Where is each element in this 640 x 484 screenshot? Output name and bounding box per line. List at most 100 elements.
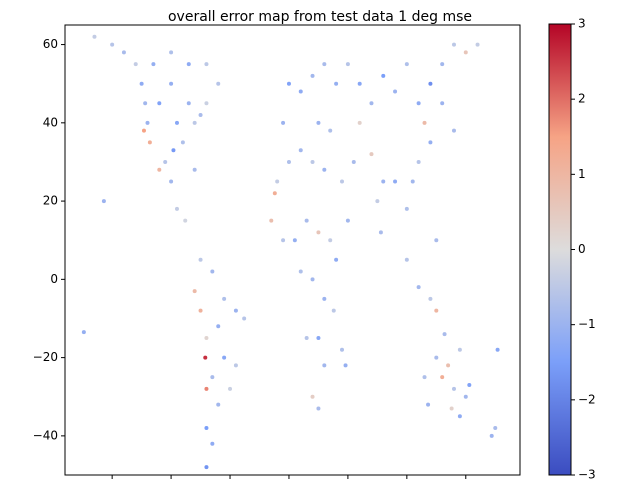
point bbox=[343, 363, 348, 368]
point bbox=[204, 336, 209, 341]
point bbox=[304, 218, 309, 223]
point bbox=[174, 120, 179, 125]
point bbox=[233, 363, 238, 368]
point bbox=[81, 330, 86, 335]
point bbox=[322, 296, 327, 301]
point bbox=[174, 206, 179, 211]
colorbar-tick-label: 0 bbox=[578, 242, 586, 256]
point bbox=[442, 332, 447, 337]
point bbox=[298, 89, 303, 94]
point bbox=[147, 140, 152, 145]
point bbox=[316, 120, 321, 125]
point bbox=[422, 375, 427, 380]
point bbox=[451, 42, 456, 47]
point bbox=[121, 50, 126, 55]
point bbox=[101, 199, 106, 204]
point bbox=[141, 128, 146, 133]
point bbox=[151, 62, 156, 67]
point bbox=[357, 81, 362, 86]
point bbox=[369, 152, 374, 157]
point bbox=[328, 238, 333, 243]
point bbox=[145, 120, 150, 125]
colorbar-tick-label: −2 bbox=[578, 392, 596, 406]
point bbox=[169, 50, 174, 55]
point bbox=[463, 50, 468, 55]
point bbox=[416, 101, 421, 106]
point bbox=[457, 347, 462, 352]
point bbox=[198, 308, 203, 313]
point bbox=[340, 347, 345, 352]
point bbox=[216, 81, 221, 86]
point bbox=[210, 269, 215, 274]
point bbox=[440, 62, 445, 67]
point bbox=[451, 386, 456, 391]
point bbox=[292, 238, 297, 243]
point bbox=[216, 324, 221, 329]
colorbar-tick-label: 1 bbox=[578, 167, 586, 181]
colorbar-tick-label: 2 bbox=[578, 92, 586, 106]
point bbox=[422, 120, 427, 125]
point bbox=[281, 120, 286, 125]
point bbox=[269, 218, 274, 223]
point bbox=[322, 167, 327, 172]
point bbox=[186, 101, 191, 106]
point bbox=[440, 375, 445, 380]
point bbox=[204, 62, 209, 67]
point bbox=[449, 406, 454, 411]
point bbox=[198, 257, 203, 262]
point bbox=[310, 159, 315, 164]
point bbox=[281, 238, 286, 243]
point bbox=[186, 62, 191, 67]
point bbox=[434, 308, 439, 313]
y-tick-label: −40 bbox=[33, 428, 58, 442]
point bbox=[204, 465, 209, 470]
point bbox=[446, 363, 451, 368]
point bbox=[157, 101, 162, 106]
point bbox=[434, 355, 439, 360]
point bbox=[434, 238, 439, 243]
point bbox=[180, 140, 185, 145]
point bbox=[340, 179, 345, 184]
point bbox=[216, 402, 221, 407]
point bbox=[298, 148, 303, 153]
colorbar-tick-label: 3 bbox=[578, 17, 586, 31]
point bbox=[328, 128, 333, 133]
point bbox=[334, 81, 339, 86]
point bbox=[493, 426, 498, 431]
y-tick-label: 20 bbox=[43, 194, 58, 208]
point bbox=[369, 101, 374, 106]
point bbox=[463, 394, 468, 399]
point bbox=[322, 363, 327, 368]
point bbox=[233, 308, 238, 313]
point bbox=[92, 34, 97, 39]
point bbox=[345, 62, 350, 67]
colorbar-tick-label: −3 bbox=[578, 468, 596, 481]
point bbox=[286, 159, 291, 164]
point bbox=[228, 386, 233, 391]
point bbox=[204, 101, 209, 106]
point bbox=[404, 206, 409, 211]
point bbox=[203, 355, 208, 360]
point bbox=[428, 296, 433, 301]
point bbox=[404, 62, 409, 67]
point bbox=[416, 285, 421, 290]
point bbox=[192, 289, 197, 294]
point bbox=[428, 140, 433, 145]
point bbox=[169, 179, 174, 184]
point bbox=[204, 386, 209, 391]
point bbox=[171, 148, 176, 153]
y-tick-label: 40 bbox=[43, 115, 58, 129]
plot-frame bbox=[64, 24, 521, 476]
point bbox=[192, 167, 197, 172]
y-tick-label: −20 bbox=[33, 350, 58, 364]
point bbox=[375, 199, 380, 204]
point bbox=[304, 336, 309, 341]
point bbox=[163, 159, 168, 164]
chart-title: overall error map from test data 1 deg m… bbox=[168, 9, 472, 25]
point bbox=[183, 218, 188, 223]
point bbox=[310, 73, 315, 78]
point bbox=[222, 296, 227, 301]
point bbox=[322, 62, 327, 67]
point bbox=[404, 257, 409, 262]
